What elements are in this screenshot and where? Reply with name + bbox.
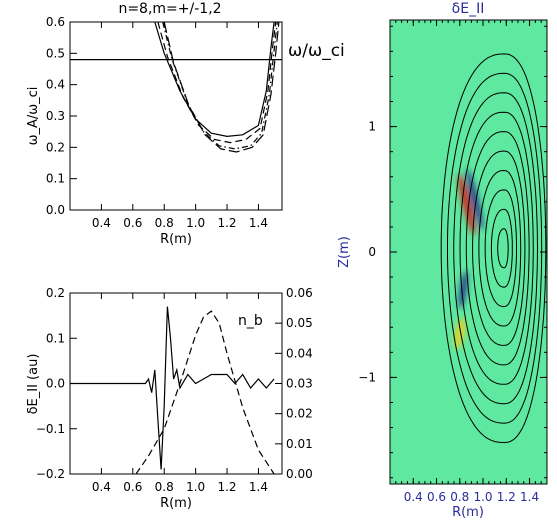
y2-tick-label: 0.01 — [286, 437, 313, 451]
mode-blob-positive — [454, 318, 466, 349]
y-tick-label: 0 — [368, 245, 376, 259]
panel3-ylabel: Z(m) — [337, 236, 352, 268]
flux-surface — [472, 150, 526, 346]
y-tick-label: 0.4 — [46, 78, 65, 92]
density-curve — [135, 310, 275, 475]
x-tick-label: 0.8 — [155, 480, 174, 494]
x-tick-label: 0.4 — [404, 490, 423, 504]
flux-surface — [447, 72, 543, 424]
panel2-annotation: n_b — [238, 313, 263, 329]
x-tick-label: 1.0 — [473, 490, 492, 504]
x-tick-label: 1.2 — [497, 490, 516, 504]
x-tick-label: 1.0 — [186, 216, 205, 230]
x-tick-label: 1.4 — [520, 490, 539, 504]
y-tick-label: 0.2 — [46, 286, 65, 300]
frequency-curve — [154, 22, 275, 138]
panel1-series — [154, 22, 280, 153]
flux-surface — [459, 111, 534, 385]
x-tick-label: 1.0 — [186, 480, 205, 494]
x-tick-label: 0.4 — [92, 216, 111, 230]
frequency-curve — [162, 22, 278, 150]
panel2-ticks: 0.4 0.6 0.8 1.0 1.2 1.4 −0.2 −0.1 0.0 0.1 0.2 0.00 0… — [36, 286, 313, 494]
x-tick-label: 0.6 — [123, 216, 142, 230]
x-tick-label: 0.6 — [123, 480, 142, 494]
panel3-xlabel: R(m) — [452, 505, 484, 520]
frequency-curve — [163, 22, 280, 153]
y-tick-label: 0.2 — [46, 140, 65, 154]
panel2-ylabel: δE_II (au) — [26, 354, 41, 415]
y2-tick-label: 0.04 — [286, 346, 313, 360]
mode-blob-positive — [458, 173, 476, 235]
flux-surface — [453, 92, 539, 405]
flux-surface — [484, 189, 517, 308]
panel1-annotation: ω/ω_ci — [288, 41, 345, 61]
panel-mode-structure: δE_II 0.4 0.6 0.8 1.0 1.2 1.4 −1 0 1 R(m) Z(m) — [337, 1, 548, 520]
x-tick-label: 0.4 — [92, 480, 111, 494]
x-tick-label: 0.8 — [450, 490, 469, 504]
y-tick-label: 0.1 — [46, 331, 65, 345]
panel1-ticks: 0.4 0.6 0.8 1.0 1.2 1.4 0.0 0.1 0.2 0.3 0.4 0.5 0.6 — [46, 15, 268, 230]
panel1-title: n=8,m=+/-1,2 — [118, 1, 221, 17]
y-tick-label: 0.0 — [46, 377, 65, 391]
y-tick-label: −1 — [358, 370, 376, 384]
panel2-series — [70, 306, 275, 475]
x-tick-label: 1.4 — [249, 480, 268, 494]
mode-blob-negative — [458, 271, 468, 309]
y-tick-label: 0.5 — [46, 46, 65, 60]
y-tick-label: −0.2 — [36, 467, 65, 481]
panel1-ylabel: ω_A/ω_ci — [26, 87, 41, 146]
y-tick-label: 1 — [368, 120, 376, 134]
y-tick-label: 0.1 — [46, 172, 65, 186]
y2-tick-label: 0.06 — [286, 286, 313, 300]
x-tick-label: 0.6 — [427, 490, 446, 504]
panel-frequency: n=8,m=+/-1,2 0.4 0.6 0.8 1.0 1.2 1.4 0.0 0.1 0.2… — [26, 1, 345, 247]
panel3-title: δE_II — [452, 1, 485, 17]
y2-tick-label: 0.02 — [286, 407, 313, 421]
x-tick-label: 0.8 — [155, 216, 174, 230]
y2-tick-label: 0.05 — [286, 316, 313, 330]
panel3-ticks: 0.4 0.6 0.8 1.0 1.2 1.4 −1 0 1 — [358, 20, 548, 504]
panel-field-profile: 0.4 0.6 0.8 1.0 1.2 1.4 −0.2 −0.1 0.0 0.1 0.2 0.00 0… — [26, 286, 313, 511]
flux-surface — [497, 228, 509, 269]
y-tick-label: −0.1 — [36, 422, 65, 436]
flux-surface — [440, 53, 547, 444]
panel1-frame — [69, 21, 283, 211]
y2-tick-label: 0.00 — [286, 467, 313, 481]
mode-blob-negative — [466, 168, 484, 230]
flux-surface — [478, 169, 522, 327]
y-tick-label: 0.0 — [46, 203, 65, 217]
flux-surface — [465, 131, 530, 366]
y-tick-label: 0.3 — [46, 109, 65, 123]
panel1-xlabel: R(m) — [160, 232, 192, 247]
x-tick-label: 1.2 — [217, 216, 236, 230]
flux-surface — [490, 208, 513, 288]
panel2-xlabel: R(m) — [160, 496, 192, 511]
field-curve — [70, 306, 275, 470]
y-tick-label: 0.6 — [46, 15, 65, 29]
panel3-flux-surfaces — [440, 53, 547, 444]
panel3-mode-blobs — [454, 168, 484, 349]
y2-tick-label: 0.03 — [286, 377, 313, 391]
x-tick-label: 1.4 — [249, 216, 268, 230]
frequency-curve — [157, 22, 277, 144]
x-tick-label: 1.2 — [217, 480, 236, 494]
